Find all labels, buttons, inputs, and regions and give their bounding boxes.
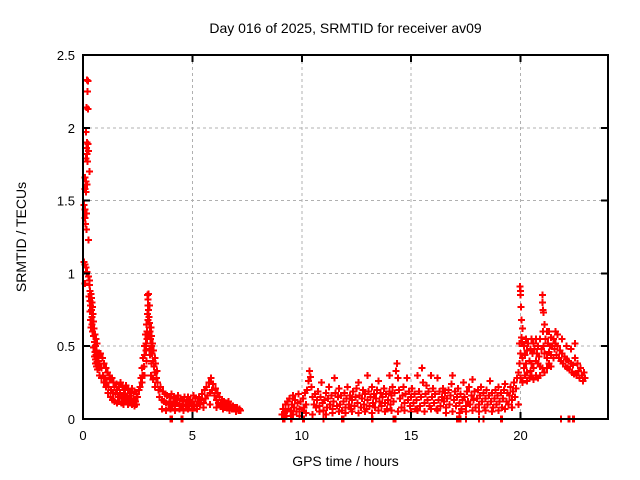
y-tick-label: 2.5 — [57, 48, 75, 63]
y-tick-label: 0 — [68, 412, 75, 427]
plot-frame — [82, 54, 609, 420]
x-tick-label: 15 — [404, 428, 418, 443]
x-tick-label: 10 — [295, 428, 309, 443]
chart-title: Day 016 of 2025, SRMTID for receiver av0… — [209, 20, 482, 36]
x-tick-label: 5 — [189, 428, 196, 443]
y-tick-label: 1.5 — [57, 194, 75, 209]
axis-ticks — [82, 54, 608, 420]
x-axis-label: GPS time / hours — [292, 453, 399, 469]
x-tick-label: 20 — [513, 428, 527, 443]
y-tick-label: 1 — [68, 266, 75, 281]
gridlines — [83, 55, 608, 419]
y-tick-label: 0.5 — [57, 339, 75, 354]
x-tick-label: 0 — [79, 428, 86, 443]
data-points — [80, 76, 589, 423]
y-tick-label: 2 — [68, 121, 75, 136]
